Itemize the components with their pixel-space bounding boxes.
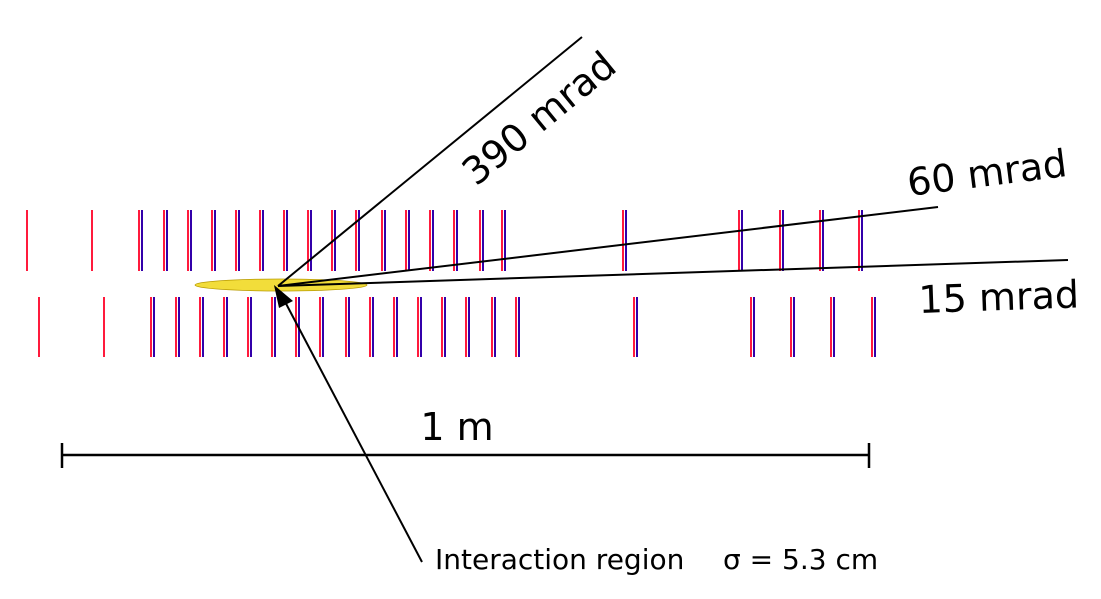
upper-station	[501, 210, 506, 271]
lower-station	[345, 297, 350, 357]
lower-station	[417, 297, 422, 357]
lower-detector-stations	[38, 297, 876, 357]
label-390-mrad: 390 mrad	[454, 43, 625, 194]
lower-station	[491, 297, 496, 357]
lower-station	[150, 297, 155, 357]
upper-station	[211, 210, 216, 271]
upper-station	[405, 210, 410, 271]
label-scale-1m: 1 m	[420, 405, 493, 449]
upper-station	[163, 210, 168, 271]
lower-station	[515, 297, 520, 357]
upper-station	[429, 210, 434, 271]
upper-station	[138, 210, 143, 271]
upper-detector-stations	[26, 210, 863, 271]
lower-station	[319, 297, 324, 357]
lower-station	[223, 297, 228, 357]
lower-station	[750, 297, 755, 357]
label-sigma: σ = 5.3 cm	[723, 543, 878, 576]
lower-station	[199, 297, 204, 357]
upper-station	[259, 210, 264, 271]
lower-station	[465, 297, 470, 357]
lower-station	[790, 297, 795, 357]
lower-station	[393, 297, 398, 357]
upper-station	[819, 210, 824, 271]
upper-station	[381, 210, 386, 271]
upper-station	[187, 210, 192, 271]
acceptance-line-390-mrad	[277, 36, 583, 287]
acceptance-line-60-mrad	[277, 206, 939, 287]
lower-station	[441, 297, 446, 357]
interaction-pointer-line	[281, 295, 423, 563]
lower-station	[247, 297, 252, 357]
upper-station	[283, 210, 288, 271]
upper-station	[453, 210, 458, 271]
lower-station	[871, 297, 876, 357]
label-interaction-region: Interaction region	[435, 543, 684, 576]
interaction-pointer-arrowhead	[274, 285, 293, 308]
upper-station	[858, 210, 863, 271]
lower-station	[271, 297, 276, 357]
lower-station	[830, 297, 835, 357]
lower-station	[369, 297, 374, 357]
lower-station	[175, 297, 180, 357]
label-60-mrad: 60 mrad	[905, 141, 1070, 205]
label-15-mrad: 15 mrad	[918, 272, 1080, 322]
acceptance-line-15-mrad	[277, 259, 1069, 287]
upper-station	[738, 210, 743, 271]
lower-station	[633, 297, 638, 357]
upper-station	[235, 210, 240, 271]
upper-station	[779, 210, 784, 271]
upper-station	[622, 210, 627, 271]
